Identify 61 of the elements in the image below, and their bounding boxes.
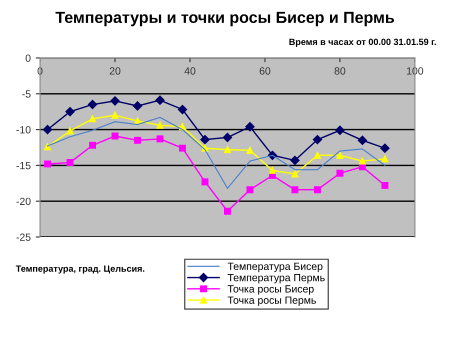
point — [112, 112, 118, 119]
legend-label: Температура Пермь — [228, 274, 325, 284]
x-axis-title: Время в часах от 00.00 31.01.59 г. — [289, 38, 436, 47]
point — [66, 159, 74, 166]
point — [358, 163, 366, 170]
point — [314, 152, 321, 159]
point — [312, 134, 322, 144]
point — [290, 156, 300, 165]
legend-label: Точка росы Бисер — [228, 285, 314, 295]
point — [89, 142, 96, 149]
y-tick-label: -5 — [22, 90, 31, 98]
point — [156, 122, 164, 129]
point — [222, 132, 232, 142]
point — [42, 124, 52, 134]
y-tick-label: -10 — [16, 126, 31, 134]
legend-label: Температура Бисер — [228, 262, 322, 272]
point — [89, 115, 96, 122]
point — [314, 186, 321, 194]
point — [202, 178, 208, 186]
point — [200, 134, 210, 144]
point — [134, 118, 141, 124]
point — [134, 136, 141, 144]
x-tick-label: 60 — [260, 67, 270, 75]
point — [110, 96, 120, 106]
point — [381, 155, 388, 162]
point — [112, 132, 118, 140]
point — [155, 96, 165, 105]
x-tick-label: 80 — [334, 67, 346, 75]
y-tick-label: -15 — [16, 162, 31, 170]
point — [246, 146, 254, 154]
point — [381, 182, 388, 189]
point — [358, 158, 366, 165]
point — [156, 135, 164, 142]
x-tick-label: 40 — [184, 67, 196, 75]
point — [245, 122, 255, 132]
point — [336, 152, 344, 159]
x-tick-label: 100 — [407, 67, 424, 75]
y-axis-title: Температура, град. Цельсия. — [16, 266, 144, 274]
point — [65, 107, 75, 116]
y-tick-label: -20 — [16, 198, 31, 206]
point — [335, 126, 345, 135]
point — [132, 101, 142, 111]
point — [268, 166, 276, 174]
x-tick-label: 20 — [110, 67, 120, 75]
legend-label: Точка росы Пермь — [228, 296, 316, 306]
point — [246, 186, 254, 194]
point — [224, 208, 231, 215]
point — [178, 104, 188, 114]
point — [291, 186, 298, 194]
point — [358, 136, 368, 145]
point — [179, 144, 186, 152]
point — [224, 146, 231, 154]
chart-title: Температуры и точки росы Бисер и Пермь — [56, 12, 394, 26]
point — [44, 160, 52, 168]
point — [66, 128, 74, 134]
y-tick-label: 0 — [26, 54, 31, 62]
point — [88, 100, 98, 110]
point — [336, 170, 344, 177]
point — [291, 170, 298, 178]
y-tick-label: -25 — [16, 233, 31, 241]
point — [380, 144, 390, 153]
